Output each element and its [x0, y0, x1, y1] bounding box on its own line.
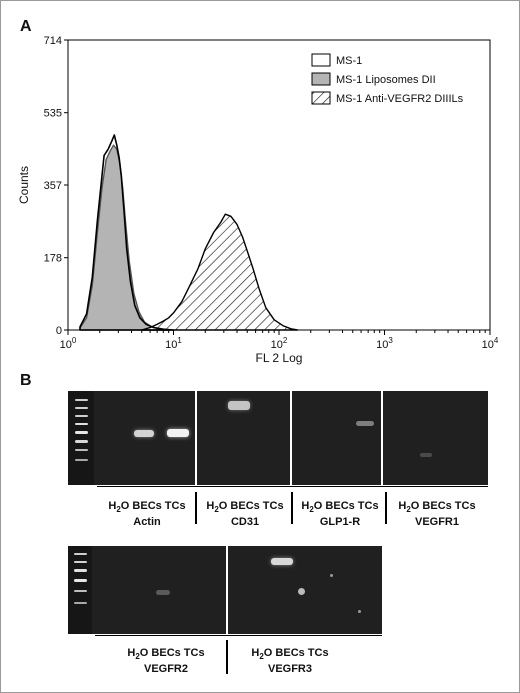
lane-separator	[195, 492, 197, 524]
ladder-band	[74, 602, 87, 604]
legend-entry: MS-1	[336, 55, 362, 67]
dna-ladder	[68, 391, 94, 485]
gel-artifact	[358, 610, 361, 613]
ladder-band	[75, 459, 88, 461]
x-axis-label: FL 2 Log	[256, 351, 303, 365]
ladder-band	[74, 561, 87, 563]
series-filled-histogram	[79, 144, 170, 331]
legend-entry: MS-1 Liposomes DII	[336, 74, 436, 86]
legend-swatch	[311, 53, 331, 67]
gel-1-label-cd31: H2O BECs TCs CD31	[206, 500, 284, 529]
panel-a-label: A	[20, 18, 32, 35]
x-tick-label: 103	[376, 336, 393, 351]
gel-band-vegfr1	[420, 453, 432, 457]
gel-1-baseline	[97, 486, 488, 487]
legend-entry: MS-1 Anti-VEGFR2 DIIILs	[336, 93, 464, 105]
gel-artifact	[330, 574, 333, 577]
ladder-band	[75, 399, 88, 401]
ladder-band	[75, 449, 88, 451]
gel-image-2	[68, 546, 382, 634]
ladder-band	[75, 431, 88, 434]
gel-divider	[290, 391, 292, 485]
y-tick-label: 178	[44, 253, 62, 265]
gel-2-label-vegfr2: H2O BECs TCs VEGFR2	[127, 647, 205, 676]
ladder-band	[74, 553, 87, 555]
gel-band-cd31	[228, 401, 250, 410]
x-tick-label: 102	[271, 336, 288, 351]
ladder-band	[75, 440, 88, 443]
y-axis-label: Counts	[17, 166, 31, 204]
series-hatched-histogram	[141, 213, 299, 331]
gel-band-vegfr3	[271, 558, 293, 565]
panel-b-label: B	[20, 372, 32, 389]
y-tick-label: 535	[44, 108, 62, 120]
ladder-band	[74, 579, 87, 582]
lane-separator	[291, 492, 293, 524]
ladder-band	[75, 415, 88, 417]
gel-1-label-vegfr1: H2O BECs TCs VEGFR1	[398, 500, 476, 529]
legend-swatch	[311, 72, 331, 86]
lane-separator	[385, 492, 387, 524]
gel-1-label-actin: H2O BECs TCs Actin	[108, 500, 186, 529]
y-tick-label: 714	[44, 35, 62, 47]
gel-divider	[195, 391, 197, 485]
gel-1-label-glp1r: H2O BECs TCs GLP1-R	[301, 500, 379, 529]
gel-band-vegfr2	[156, 590, 170, 595]
flow-cytometry-histogram: 0 178 357 535 714 100 101 102 103 104 FL 2 Log Coun…	[17, 35, 499, 365]
legend-swatch	[311, 91, 331, 105]
y-tick-label: 357	[44, 180, 62, 192]
ladder-band	[74, 569, 87, 572]
gel-band-actin-tcs	[167, 429, 189, 437]
y-tick-label: 0	[56, 325, 62, 337]
gel-2-baseline	[95, 635, 382, 636]
gel-divider	[226, 546, 228, 634]
ladder-band	[74, 590, 87, 592]
x-tick-label: 104	[482, 336, 499, 351]
gel-artifact	[298, 588, 305, 595]
gel-2-label-vegfr3: H2O BECs TCs VEGFR3	[251, 647, 329, 676]
x-tick-label: 100	[60, 336, 77, 351]
ladder-band	[75, 423, 88, 425]
x-tick-label: 101	[165, 336, 182, 351]
gel-band-glp1r	[356, 421, 374, 426]
ladder-band	[75, 407, 88, 409]
gel-band-actin-becs	[134, 430, 154, 437]
gel-image-1	[68, 391, 488, 485]
lane-separator	[226, 640, 228, 674]
series-open-histogram	[79, 134, 175, 331]
gel-divider	[381, 391, 383, 485]
